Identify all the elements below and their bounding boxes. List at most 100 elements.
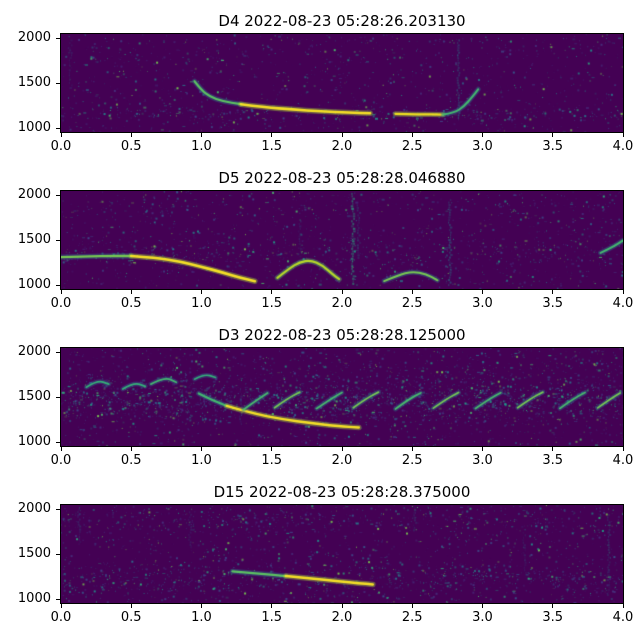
x-tick-mark (411, 604, 413, 608)
x-tick-mark (341, 604, 343, 608)
x-tick-mark (482, 604, 483, 608)
subplot-d15: D15 2022-08-23 05:28:28.375000 2000 1500 1… (0, 482, 640, 639)
y-tick-mark (56, 83, 60, 84)
y-tick-label: 1500 (17, 546, 51, 561)
x-tick-mark (622, 447, 624, 451)
x-tick-label: 0.5 (120, 610, 142, 625)
x-tick-label: 1.0 (191, 610, 212, 625)
x-tick-label: 3.5 (542, 296, 564, 311)
x-tick-label: 4.0 (612, 610, 634, 625)
y-tick-mark (56, 441, 60, 443)
x-tick-mark (482, 447, 483, 451)
subplot-title: D3 2022-08-23 05:28:28.125000 (218, 326, 466, 344)
y-tick-mark (56, 195, 60, 197)
y-tick-label: 1000 (17, 590, 51, 606)
y-tick-label: 1500 (17, 389, 51, 404)
y-axis: 2000 1500 1000 (0, 501, 60, 606)
x-tick-label: 0.0 (50, 610, 72, 625)
x-tick-mark (482, 290, 483, 294)
y-tick-mark (56, 38, 60, 40)
x-tick-label: 3.5 (542, 453, 564, 468)
x-tick-mark (60, 604, 62, 608)
x-tick-label: 4.0 (612, 296, 634, 311)
x-tick-label: 2.0 (331, 610, 353, 625)
subplot-d5: D5 2022-08-23 05:28:28.046880 2000 1500 10… (0, 168, 640, 325)
x-tick-mark (341, 133, 343, 137)
x-tick-mark (60, 447, 62, 451)
x-tick-label: 2.5 (401, 139, 423, 154)
y-tick-mark (56, 598, 60, 600)
x-axis: 0.0 0.5 1.0 1.5 2.0 2.5 3.0 3.5 4.0 (51, 447, 633, 471)
x-tick-label: 2.5 (401, 296, 423, 311)
y-tick-label: 2000 (17, 344, 51, 360)
y-tick-mark (56, 284, 60, 286)
x-tick-mark (341, 447, 343, 451)
y-axis: 2000 1500 1000 (0, 31, 60, 134)
x-tick-label: 0.0 (50, 296, 72, 311)
x-tick-mark (201, 133, 202, 137)
plot-area (60, 190, 624, 290)
spectrogram-canvas-d3 (61, 348, 623, 446)
subplot-title: D5 2022-08-23 05:28:28.046880 (218, 169, 466, 187)
x-tick-label: 2.0 (331, 453, 353, 468)
x-tick-mark (411, 447, 413, 451)
y-tick-mark (56, 352, 60, 354)
y-tick-mark (56, 397, 60, 398)
y-tick-mark (56, 240, 60, 241)
subplot-d3: D3 2022-08-23 05:28:28.125000 2000 1500 10… (0, 325, 640, 482)
spectrogram-canvas-d15 (61, 505, 623, 603)
y-axis: 2000 1500 1000 (0, 188, 60, 292)
y-tick-label: 2000 (17, 501, 51, 517)
x-tick-label: 0.0 (50, 453, 72, 468)
x-tick-mark (552, 290, 554, 294)
y-tick-label: 1000 (17, 276, 51, 292)
x-tick-mark (552, 447, 554, 451)
x-tick-label: 1.0 (191, 139, 212, 154)
x-tick-mark (130, 604, 132, 608)
y-tick-mark (56, 554, 60, 555)
x-axis: 0.0 0.5 1.0 1.5 2.0 2.5 3.0 3.5 4.0 (51, 290, 633, 314)
x-tick-label: 3.0 (472, 610, 493, 625)
x-tick-label: 1.0 (191, 296, 212, 311)
x-tick-label: 0.5 (120, 139, 142, 154)
x-tick-mark (201, 290, 202, 294)
x-tick-mark (622, 604, 624, 608)
y-tick-label: 1500 (17, 232, 51, 247)
x-tick-label: 0.0 (50, 139, 72, 154)
spectrogram-canvas-d5 (61, 191, 623, 289)
x-tick-mark (411, 290, 413, 294)
plot-area (60, 33, 624, 133)
x-tick-label: 0.5 (120, 296, 142, 311)
x-tick-mark (271, 290, 273, 294)
y-tick-mark (56, 509, 60, 511)
x-tick-mark (341, 290, 343, 294)
y-tick-mark (56, 127, 60, 129)
x-tick-label: 4.0 (612, 139, 634, 154)
x-tick-label: 1.0 (191, 453, 212, 468)
x-tick-label: 2.5 (401, 610, 423, 625)
x-tick-label: 2.0 (331, 296, 353, 311)
x-tick-mark (271, 133, 273, 137)
x-tick-label: 4.0 (612, 453, 634, 468)
x-tick-mark (60, 290, 62, 294)
x-tick-label: 3.0 (472, 453, 493, 468)
x-tick-mark (482, 133, 483, 137)
x-axis: 0.0 0.5 1.0 1.5 2.0 2.5 3.0 3.5 4.0 (51, 604, 633, 628)
x-tick-mark (411, 133, 413, 137)
plot-area (60, 504, 624, 604)
x-tick-mark (60, 133, 62, 137)
x-tick-mark (552, 604, 554, 608)
spectrogram-canvas-d4 (61, 34, 623, 132)
x-tick-mark (130, 290, 132, 294)
x-tick-mark (622, 133, 624, 137)
x-tick-label: 1.5 (261, 139, 283, 154)
x-axis: 0.0 0.5 1.0 1.5 2.0 2.5 3.0 3.5 4.0 (51, 133, 633, 157)
subplot-title: D15 2022-08-23 05:28:28.375000 (213, 483, 471, 501)
x-tick-mark (130, 133, 132, 137)
subplot-d4: D4 2022-08-23 05:28:26.203130 2000 1500 10… (0, 11, 640, 168)
x-tick-label: 2.0 (331, 139, 353, 154)
x-tick-mark (622, 290, 624, 294)
x-tick-mark (130, 447, 132, 451)
x-tick-label: 1.5 (261, 453, 283, 468)
